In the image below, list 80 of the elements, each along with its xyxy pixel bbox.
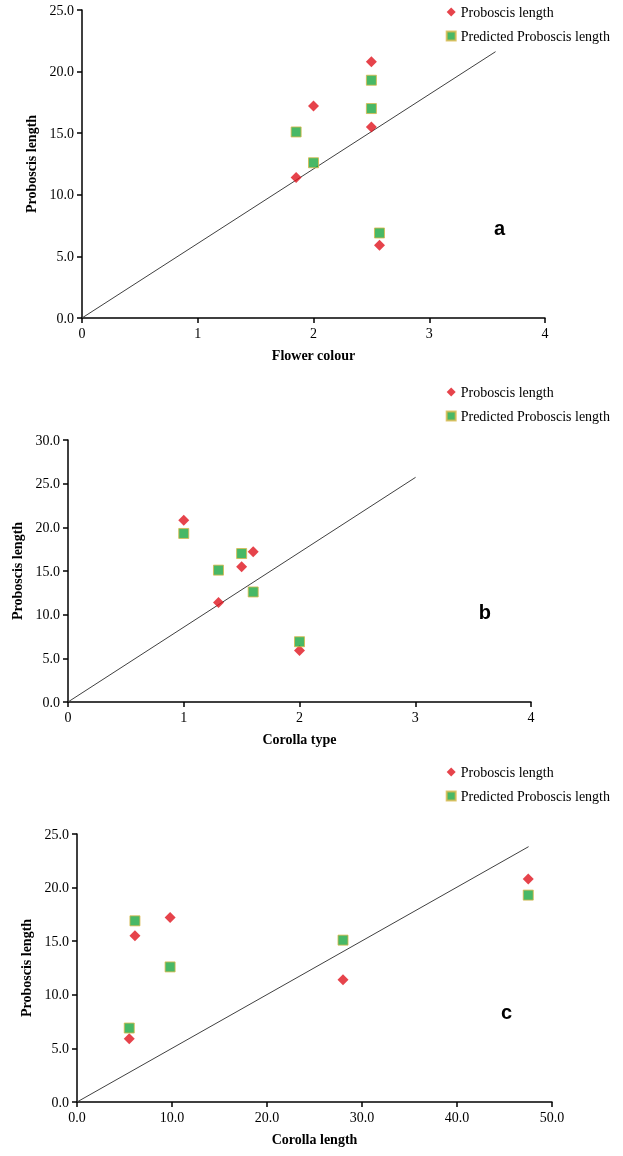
legend-label: Proboscis length <box>460 384 554 400</box>
y-tick-label: 15.0 <box>35 563 60 579</box>
point <box>178 527 190 539</box>
y-tick-label: 10.0 <box>49 187 74 203</box>
y-tick-label: 15.0 <box>49 125 74 141</box>
y-tick-label: 10.0 <box>35 607 60 623</box>
annotation: c <box>500 1001 512 1023</box>
point <box>373 239 385 251</box>
y-tick-label: 20.0 <box>44 880 69 896</box>
y-tick-label: 0.0 <box>56 310 74 326</box>
point <box>337 934 349 946</box>
point <box>212 596 224 608</box>
point <box>212 564 224 576</box>
y-axis-title: Proboscis length <box>9 521 25 621</box>
point <box>247 586 259 598</box>
y-tick-label: 20.0 <box>35 519 60 535</box>
point <box>294 636 305 648</box>
legend-label: Predicted Proboscis length <box>460 788 610 804</box>
x-tick-label: 3 <box>411 709 419 725</box>
point <box>522 889 534 901</box>
legend-label: Proboscis length <box>460 4 554 20</box>
y-tick-label: 15.0 <box>44 933 69 949</box>
point <box>123 1033 135 1045</box>
x-tick-label: 0 <box>64 709 72 725</box>
point <box>365 56 377 68</box>
point <box>308 157 319 169</box>
legend-label: Predicted Proboscis length <box>460 408 610 424</box>
y-tick-label: 5.0 <box>51 1040 69 1056</box>
legend-label: Proboscis length <box>460 764 554 780</box>
point <box>290 172 302 184</box>
x-tick-label: 30.0 <box>349 1109 375 1125</box>
point <box>164 912 176 924</box>
point <box>123 1022 135 1034</box>
point <box>294 644 305 656</box>
y-tick-label: 20.0 <box>49 64 74 80</box>
x-axis-title: Corolla type <box>262 731 337 747</box>
annotation: a <box>493 217 506 239</box>
point <box>337 974 349 986</box>
x-tick-label: 2 <box>296 709 303 725</box>
y-axis-title: Proboscis length <box>23 114 39 214</box>
annotation: b <box>478 601 491 623</box>
y-axis-title: Proboscis length <box>18 918 34 1018</box>
x-tick-label: 4 <box>527 709 535 725</box>
point <box>236 548 248 560</box>
x-tick-label: 0.0 <box>68 1109 86 1125</box>
y-tick-label: 25.0 <box>49 2 74 18</box>
x-tick-label: 2 <box>310 325 317 341</box>
y-tick-label: 5.0 <box>56 248 74 264</box>
x-tick-label: 40.0 <box>444 1109 470 1125</box>
x-axis-title: Corolla length <box>271 1131 358 1147</box>
x-tick-label: 50.0 <box>539 1109 565 1125</box>
point <box>178 514 190 526</box>
point <box>308 100 319 112</box>
point <box>290 126 302 138</box>
point <box>236 561 248 573</box>
point <box>129 915 141 927</box>
x-tick-label: 20.0 <box>254 1109 280 1125</box>
x-tick-label: 4 <box>541 325 549 341</box>
x-tick-label: 3 <box>425 325 433 341</box>
point <box>164 961 176 973</box>
x-tick-label: 10.0 <box>159 1109 185 1125</box>
point <box>129 930 141 942</box>
y-tick-label: 0.0 <box>42 694 60 710</box>
y-tick-label: 0.0 <box>51 1094 69 1110</box>
x-tick-label: 1 <box>180 709 188 725</box>
point <box>247 546 259 558</box>
point <box>365 103 377 115</box>
legend-label: Predicted Proboscis length <box>460 28 610 44</box>
point <box>365 74 377 86</box>
point <box>522 873 534 885</box>
x-tick-label: 1 <box>194 325 202 341</box>
y-tick-label: 5.0 <box>42 650 60 666</box>
y-tick-label: 10.0 <box>44 987 69 1003</box>
y-tick-label: 25.0 <box>35 476 60 492</box>
x-axis-title: Flower colour <box>271 347 356 363</box>
point <box>373 227 385 239</box>
y-tick-label: 30.0 <box>35 432 60 448</box>
y-tick-label: 25.0 <box>44 826 69 842</box>
point <box>365 121 377 133</box>
x-tick-label: 0 <box>78 325 86 341</box>
